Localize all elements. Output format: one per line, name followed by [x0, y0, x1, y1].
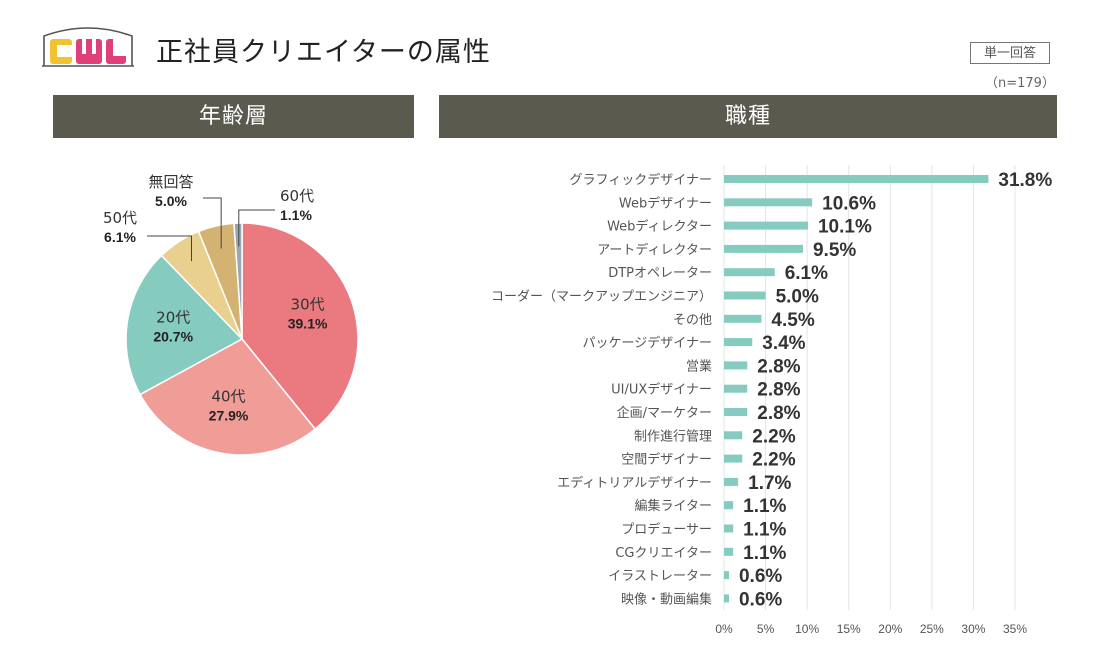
pie-value-4: 5.0%	[155, 193, 187, 209]
bar-value-label: 5.0%	[776, 287, 819, 308]
bar-6	[724, 314, 762, 323]
x-tick-label: 35%	[1003, 622, 1027, 636]
answer-type-badge: 単一回答	[970, 42, 1050, 64]
bar-4	[724, 268, 775, 277]
bar-value-label: 0.6%	[739, 589, 782, 610]
bar-value-label: 1.1%	[743, 543, 786, 564]
bar-value-label: 1.1%	[743, 520, 786, 541]
pie-label-4: 無回答	[148, 173, 193, 191]
x-tick-label: 5%	[757, 622, 775, 636]
category-label: 編集ライター	[635, 498, 712, 514]
category-label: エディトリアルデザイナー	[557, 475, 712, 491]
bar-value-label: 4.5%	[771, 310, 814, 331]
pie-leader-4	[203, 197, 222, 249]
pie-label-5: 60代	[280, 187, 314, 205]
x-tick-label: 25%	[920, 622, 944, 636]
bar-value-label: 6.1%	[785, 263, 828, 284]
category-label: UI/UXデザイナー	[611, 382, 712, 398]
category-label: その他	[673, 313, 712, 328]
bar-value-label: 31.8%	[998, 170, 1052, 191]
category-label: パッケージデザイナー	[583, 335, 712, 351]
category-label: 制作進行管理	[634, 429, 712, 444]
category-label: 空間デザイナー	[621, 452, 712, 468]
bar-16	[724, 547, 734, 556]
section-header-age: 年齢層	[53, 95, 414, 138]
bar-13	[724, 477, 739, 486]
bar-value-label: 9.5%	[813, 240, 856, 261]
category-label: アートディレクター	[597, 242, 712, 258]
category-label: Webデザイナー	[619, 195, 712, 211]
bar-value-label: 2.8%	[757, 403, 800, 424]
cwl-logo	[42, 27, 134, 67]
x-tick-label: 20%	[878, 622, 902, 636]
pie-slice-2	[125, 254, 244, 396]
bar-17	[724, 571, 729, 580]
category-label: 営業	[686, 358, 712, 374]
bar-value-label: 1.7%	[748, 473, 791, 494]
bar-7	[724, 338, 753, 347]
pie-slice-5	[233, 222, 243, 340]
pie-value-1: 27.9%	[209, 407, 249, 423]
pie-label-0: 30代	[291, 296, 325, 314]
bar-value-label: 10.6%	[822, 193, 876, 214]
bar-14	[724, 501, 734, 510]
pie-value-2: 20.7%	[153, 328, 193, 344]
pie-slice-0	[241, 222, 359, 431]
pie-label-2: 20代	[156, 308, 190, 326]
bar-15	[724, 524, 734, 533]
bar-1	[724, 198, 813, 207]
sample-size: （n=179）	[985, 76, 1055, 91]
bar-value-label: 2.8%	[757, 380, 800, 401]
x-tick-label: 30%	[961, 622, 985, 636]
bar-10	[724, 408, 748, 416]
x-tick-label: 15%	[837, 622, 861, 636]
bar-2	[724, 221, 808, 230]
bar-value-label: 2.8%	[757, 356, 800, 377]
category-label: プロデューサー	[621, 522, 712, 538]
section-header-job: 職種	[439, 95, 1057, 138]
pie-slice-1	[139, 338, 317, 456]
category-label: コーダー（マークアップエンジニア）	[491, 290, 712, 305]
bar-value-label: 1.1%	[743, 496, 786, 517]
category-label: CGクリエイター	[615, 546, 712, 561]
page-title: 正社員クリエイターの属性	[156, 37, 491, 68]
bar-9	[724, 384, 748, 393]
bar-18	[724, 594, 729, 603]
bar-12	[724, 454, 743, 463]
bar-value-label: 2.2%	[752, 450, 795, 471]
category-label: DTPオペレーター	[608, 266, 712, 281]
category-label: 映像・動画編集	[621, 591, 712, 607]
bar-value-label: 0.6%	[739, 566, 782, 587]
x-tick-label: 0%	[715, 622, 733, 636]
category-label: イラストレーター	[608, 569, 712, 584]
bar-value-label: 3.4%	[762, 333, 805, 354]
pie-value-5: 1.1%	[280, 207, 312, 223]
bar-5	[724, 291, 766, 300]
bar-3	[724, 244, 803, 253]
bar-11	[724, 431, 743, 440]
bar-value-label: 10.1%	[818, 217, 872, 238]
category-label: グラフィックデザイナー	[570, 172, 712, 188]
pie-value-3: 6.1%	[104, 229, 136, 245]
pie-label-1: 40代	[211, 387, 245, 405]
pie-leader-5	[238, 209, 275, 247]
bar-8	[724, 361, 748, 370]
pie-label-3: 50代	[103, 209, 137, 227]
pie-value-0: 39.1%	[288, 316, 328, 332]
bar-value-label: 2.2%	[752, 426, 795, 447]
x-tick-label: 10%	[795, 622, 819, 636]
category-label: Webディレクター	[607, 219, 712, 235]
bar-0	[724, 175, 989, 183]
category-label: 企画/マーケター	[617, 405, 712, 421]
pie-leader-3	[147, 235, 192, 262]
